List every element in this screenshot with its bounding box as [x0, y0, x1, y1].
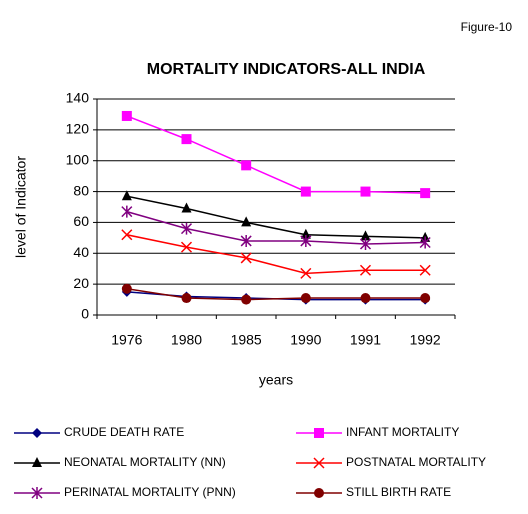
y-tick-label: 60: [73, 213, 89, 229]
marker: [121, 283, 132, 294]
x-tick-label: 1976: [111, 332, 142, 348]
marker: [359, 264, 372, 276]
y-tick-label: 120: [66, 121, 90, 137]
legend-label: INFANT MORTALITY: [346, 425, 459, 439]
marker: [360, 186, 371, 197]
y-tick-label: 80: [73, 182, 89, 198]
x-axis-label: years: [259, 372, 293, 388]
marker: [121, 190, 132, 201]
y-tick-label: 20: [73, 275, 89, 291]
marker: [181, 134, 192, 145]
series-line: [126, 234, 426, 275]
marker: [419, 236, 431, 249]
marker: [360, 293, 371, 304]
legend-label: PERINATAL MORTALITY (PNN): [64, 485, 236, 499]
x-tick-label: 1985: [231, 332, 262, 348]
x-tick-label: 1991: [350, 332, 381, 348]
marker: [360, 230, 371, 241]
y-tick-label: 100: [66, 151, 90, 167]
marker: [420, 188, 431, 199]
marker: [121, 229, 133, 241]
chart-title: MORTALITY INDICATORS-ALL INDIA: [147, 61, 426, 78]
marker: [241, 294, 252, 305]
x-tick-label: 1980: [171, 332, 202, 348]
series-line: [126, 288, 426, 301]
marker: [419, 264, 431, 276]
figure-label: Figure-10: [461, 20, 513, 34]
marker: [181, 293, 192, 304]
marker: [121, 110, 132, 121]
marker: [32, 428, 42, 438]
x-tick-label: 1992: [410, 332, 441, 348]
marker: [300, 228, 311, 239]
legend-label: STILL BIRTH RATE: [346, 485, 451, 499]
series-line: [126, 195, 426, 239]
marker: [240, 252, 252, 264]
x-tick-label: 1990: [290, 332, 321, 348]
marker: [300, 186, 311, 197]
y-axis-label: level of Indicator: [13, 156, 29, 258]
y-tick-label: 0: [81, 306, 89, 322]
marker: [121, 205, 133, 218]
series-line: [126, 210, 426, 245]
marker: [241, 216, 252, 227]
marker: [31, 487, 43, 499]
marker: [240, 234, 252, 247]
series-line: [126, 115, 426, 194]
marker: [313, 457, 325, 469]
marker: [241, 160, 252, 171]
legend-label: NEONATAL MORTALITY (NN): [64, 455, 226, 469]
marker: [300, 267, 312, 279]
y-tick-label: 140: [66, 90, 90, 106]
marker: [359, 238, 372, 251]
marker: [300, 234, 312, 247]
legend-label: CRUDE DEATH RATE: [64, 425, 184, 439]
marker: [300, 293, 311, 304]
marker: [32, 457, 42, 467]
marker: [420, 293, 431, 304]
marker: [180, 222, 193, 235]
marker: [180, 241, 193, 253]
y-tick-label: 40: [73, 244, 89, 260]
legend-label: POSTNATAL MORTALITY: [346, 455, 486, 469]
marker: [314, 428, 324, 438]
marker: [181, 202, 192, 213]
marker: [314, 488, 324, 498]
